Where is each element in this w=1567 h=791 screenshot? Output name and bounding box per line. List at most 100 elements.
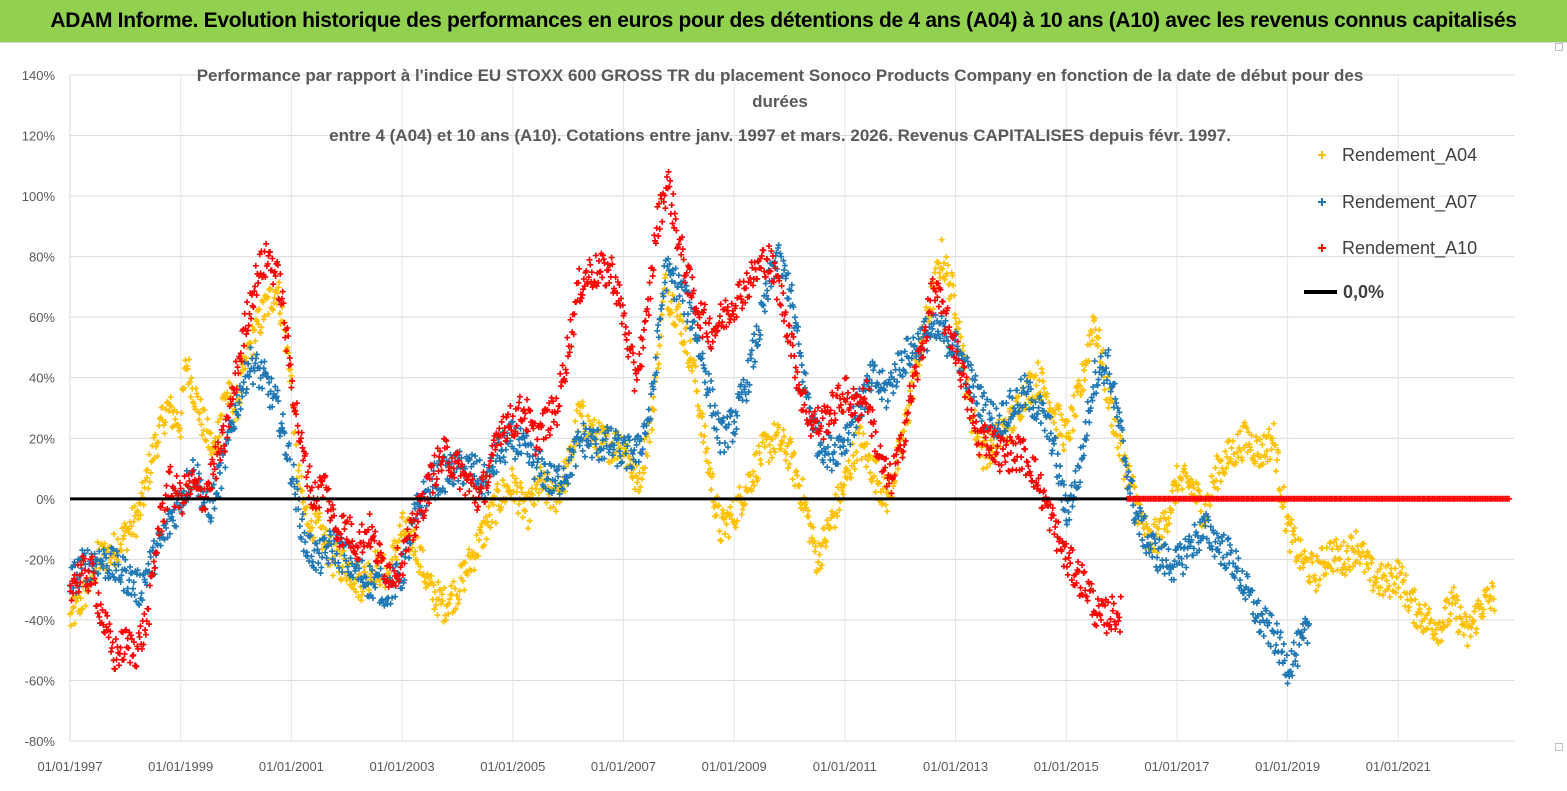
point-a04 [172, 416, 178, 422]
point-a07 [1038, 420, 1044, 426]
point-a10 [1079, 562, 1085, 568]
point-a10 [147, 583, 153, 589]
point-a10 [312, 480, 318, 486]
point-a04 [1073, 413, 1079, 419]
point-a10 [940, 299, 946, 305]
point-a10 [466, 488, 472, 494]
point-a04 [544, 500, 550, 506]
point-a07 [1274, 621, 1280, 627]
point-a10 [114, 657, 120, 663]
point-a10 [110, 639, 116, 645]
x-tick-label: 01/01/2009 [702, 759, 767, 774]
point-a04 [769, 455, 775, 461]
point-a07 [730, 439, 736, 445]
point-a07 [256, 384, 262, 390]
point-a07 [685, 311, 691, 317]
point-a07 [1042, 428, 1048, 434]
point-a07 [762, 308, 768, 314]
point-a10 [655, 233, 661, 239]
point-a07 [1036, 405, 1042, 411]
chart-area[interactable]: 140%120%100%80%60%40%20%0%-20%-40%-60%-8… [0, 42, 1567, 790]
point-a04 [484, 536, 490, 542]
point-a07 [518, 426, 524, 432]
point-a10 [624, 337, 630, 343]
point-a07 [1305, 640, 1311, 646]
point-a10 [367, 511, 373, 517]
point-a07 [996, 413, 1002, 419]
point-a04 [115, 536, 121, 542]
point-a04 [953, 315, 959, 321]
point-a07 [993, 405, 999, 411]
point-a10 [631, 359, 637, 365]
point-a04 [1345, 556, 1351, 562]
point-a04 [1198, 508, 1204, 514]
point-a10 [662, 205, 668, 211]
point-a04 [960, 343, 966, 349]
point-a04 [1302, 548, 1308, 554]
point-a10 [602, 260, 608, 266]
point-a10 [554, 422, 560, 428]
point-a04 [531, 502, 537, 508]
point-a07 [840, 443, 846, 449]
point-a10 [744, 270, 750, 276]
point-a07 [829, 468, 835, 474]
y-tick-label: 40% [29, 371, 55, 386]
point-a07 [744, 398, 750, 404]
point-a07 [1003, 400, 1009, 406]
point-a07 [250, 381, 256, 387]
point-a04 [718, 538, 724, 544]
point-a10 [780, 290, 786, 296]
point-a04 [846, 458, 852, 464]
point-a04 [1448, 611, 1454, 617]
point-a04 [850, 453, 856, 459]
point-a07 [710, 386, 716, 392]
point-a04 [833, 492, 839, 498]
point-a07 [658, 306, 664, 312]
point-a07 [555, 474, 561, 480]
point-a10 [698, 300, 704, 306]
point-a10 [599, 274, 605, 280]
point-a10 [534, 436, 540, 442]
point-a04 [678, 331, 684, 337]
point-a10 [109, 645, 115, 651]
point-a07 [659, 302, 665, 308]
point-a10 [524, 397, 530, 403]
point-a04 [1060, 442, 1066, 448]
point-a04 [1458, 604, 1464, 610]
point-a04 [1324, 545, 1330, 551]
point-a07 [1152, 540, 1158, 546]
point-a10 [356, 529, 362, 535]
point-a04 [277, 310, 283, 316]
point-a07 [725, 444, 731, 450]
point-a07 [800, 379, 806, 385]
point-a04 [1116, 452, 1122, 458]
point-a04 [1392, 565, 1398, 571]
point-a04 [1392, 581, 1398, 587]
point-a07 [222, 465, 228, 471]
point-a04 [837, 507, 843, 513]
point-a07 [1018, 376, 1024, 382]
point-a04 [815, 559, 821, 565]
point-a10 [625, 354, 631, 360]
point-a10 [551, 419, 557, 425]
x-tick-label: 01/01/2001 [259, 759, 324, 774]
point-a10 [717, 313, 723, 319]
point-a04 [1039, 370, 1045, 376]
point-a04 [933, 265, 939, 271]
point-a07 [722, 440, 728, 446]
point-a07 [1291, 640, 1297, 646]
point-a10 [517, 394, 523, 400]
point-a04 [943, 254, 949, 260]
point-a04 [852, 466, 858, 472]
point-a07 [322, 550, 328, 556]
point-a04 [863, 464, 869, 470]
point-a07 [799, 362, 805, 368]
point-a10 [667, 178, 673, 184]
point-a07 [892, 361, 898, 367]
point-a04 [1051, 420, 1057, 426]
point-a04 [689, 368, 695, 374]
point-a04 [813, 544, 819, 550]
point-a04 [694, 388, 700, 394]
point-a04 [832, 525, 838, 531]
point-a04 [1046, 399, 1052, 405]
